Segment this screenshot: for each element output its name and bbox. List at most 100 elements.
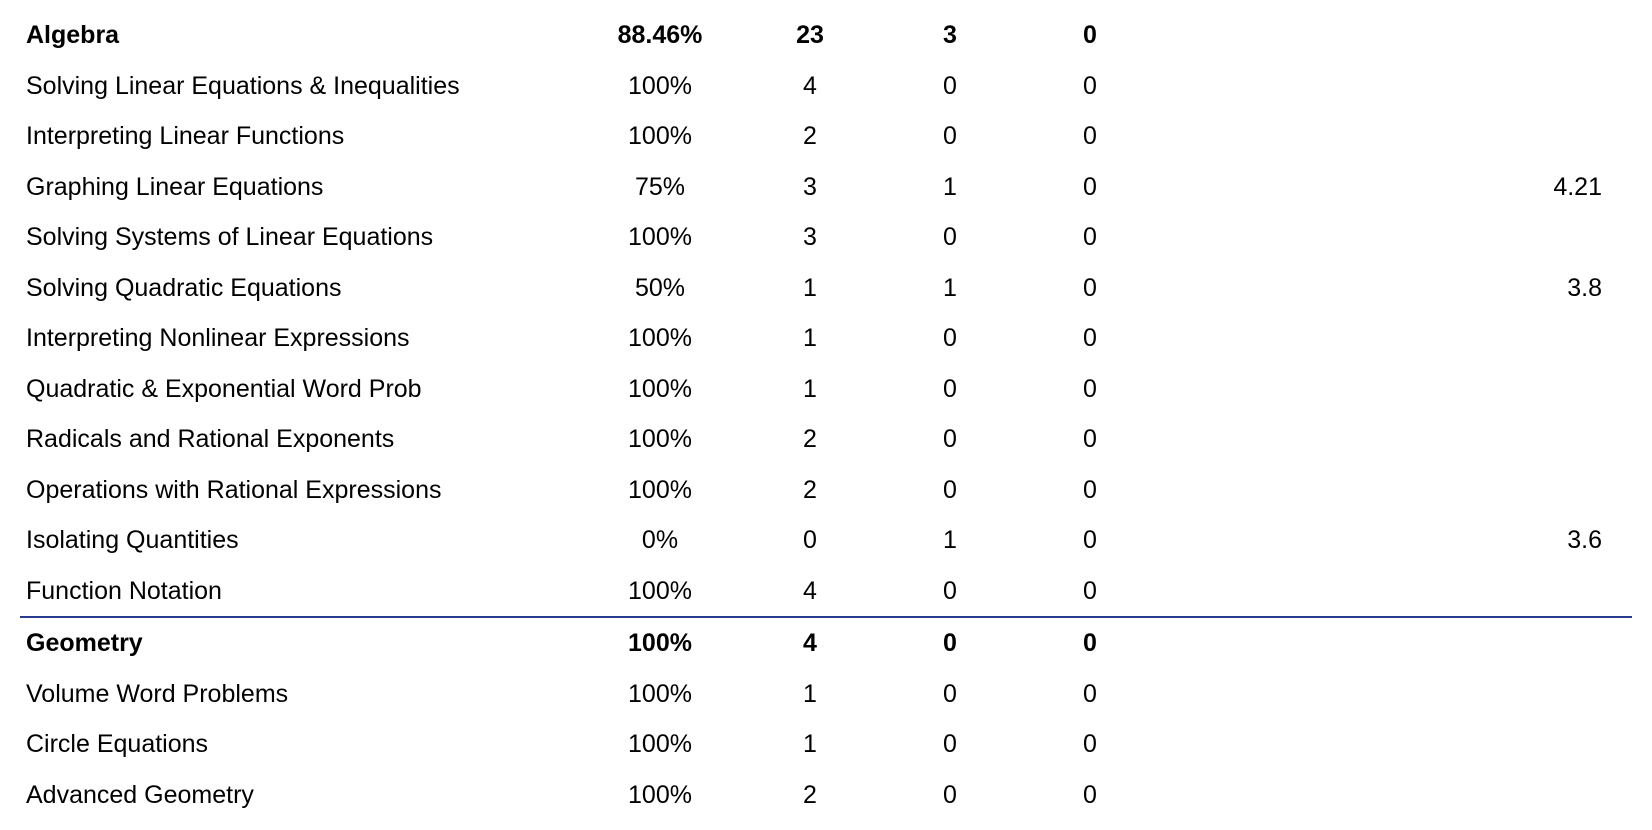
count-c: 0	[1020, 719, 1160, 770]
percent-value: 100%	[580, 669, 740, 720]
count-b: 1	[880, 515, 1020, 566]
count-a: 2	[740, 111, 880, 162]
table-row: Solving Linear Equations & Inequalities1…	[20, 61, 1632, 112]
extra-value: 3.8	[1160, 263, 1632, 314]
percent-value: 50%	[580, 263, 740, 314]
count-c: 0	[1020, 212, 1160, 263]
count-a: 1	[740, 364, 880, 415]
topic-name: Interpreting Linear Functions	[20, 111, 580, 162]
topic-name: Solving Quadratic Equations	[20, 263, 580, 314]
extra-value	[1160, 212, 1632, 263]
percent-value: 75%	[580, 162, 740, 213]
table-row: Graphing Linear Equations75%3104.21	[20, 162, 1632, 213]
count-a: 1	[740, 719, 880, 770]
table-row: Interpreting Linear Functions100%200	[20, 111, 1632, 162]
table-row: Solving Quadratic Equations50%1103.8	[20, 263, 1632, 314]
count-b: 1	[880, 162, 1020, 213]
count-a: 2	[740, 770, 880, 821]
extra-value	[1160, 414, 1632, 465]
topic-name: Quadratic & Exponential Word Prob	[20, 364, 580, 415]
count-b: 0	[880, 364, 1020, 415]
count-a: 3	[740, 212, 880, 263]
count-a: 1	[740, 313, 880, 364]
count-c: 0	[1020, 770, 1160, 821]
count-c: 0	[1020, 263, 1160, 314]
topic-name: Algebra	[20, 10, 580, 61]
count-b: 0	[880, 719, 1020, 770]
percent-value: 88.46%	[580, 10, 740, 61]
count-a: 4	[740, 61, 880, 112]
count-c: 0	[1020, 313, 1160, 364]
topic-name: Advanced Geometry	[20, 770, 580, 821]
table-row: Radicals and Rational Exponents100%200	[20, 414, 1632, 465]
count-c: 0	[1020, 515, 1160, 566]
extra-value: 4.21	[1160, 162, 1632, 213]
count-c: 0	[1020, 465, 1160, 516]
count-c: 0	[1020, 364, 1160, 415]
count-b: 0	[880, 313, 1020, 364]
percent-value: 100%	[580, 566, 740, 618]
topic-name: Volume Word Problems	[20, 669, 580, 720]
count-b: 0	[880, 414, 1020, 465]
topic-name: Graphing Linear Equations	[20, 162, 580, 213]
count-b: 0	[880, 111, 1020, 162]
table-row: Interpreting Nonlinear Expressions100%10…	[20, 313, 1632, 364]
table-row: Operations with Rational Expressions100%…	[20, 465, 1632, 516]
topic-name: Radicals and Rational Exponents	[20, 414, 580, 465]
count-c: 0	[1020, 111, 1160, 162]
percent-value: 100%	[580, 719, 740, 770]
table-row: Circle Equations100%100	[20, 719, 1632, 770]
extra-value	[1160, 313, 1632, 364]
extra-value	[1160, 618, 1632, 669]
count-a: 4	[740, 566, 880, 618]
extra-value	[1160, 566, 1632, 618]
count-a: 2	[740, 414, 880, 465]
count-b: 0	[880, 618, 1020, 669]
percent-value: 0%	[580, 515, 740, 566]
extra-value	[1160, 61, 1632, 112]
extra-value	[1160, 10, 1632, 61]
count-a: 4	[740, 618, 880, 669]
topic-name: Solving Linear Equations & Inequalities	[20, 61, 580, 112]
count-a: 3	[740, 162, 880, 213]
count-a: 0	[740, 515, 880, 566]
count-a: 1	[740, 669, 880, 720]
percent-value: 100%	[580, 212, 740, 263]
table-row: Quadratic & Exponential Word Prob100%100	[20, 364, 1632, 415]
count-c: 0	[1020, 414, 1160, 465]
extra-value	[1160, 465, 1632, 516]
count-c: 0	[1020, 61, 1160, 112]
topic-name: Function Notation	[20, 566, 580, 618]
score-table: Algebra88.46%2330Solving Linear Equation…	[20, 10, 1632, 820]
topic-name: Operations with Rational Expressions	[20, 465, 580, 516]
count-c: 0	[1020, 669, 1160, 720]
count-b: 0	[880, 669, 1020, 720]
extra-value	[1160, 719, 1632, 770]
count-b: 0	[880, 61, 1020, 112]
table-row: Isolating Quantities0%0103.6	[20, 515, 1632, 566]
count-c: 0	[1020, 10, 1160, 61]
percent-value: 100%	[580, 111, 740, 162]
topic-name: Interpreting Nonlinear Expressions	[20, 313, 580, 364]
percent-value: 100%	[580, 770, 740, 821]
count-a: 23	[740, 10, 880, 61]
count-b: 0	[880, 465, 1020, 516]
percent-value: 100%	[580, 618, 740, 669]
percent-value: 100%	[580, 61, 740, 112]
topic-name: Circle Equations	[20, 719, 580, 770]
percent-value: 100%	[580, 414, 740, 465]
percent-value: 100%	[580, 313, 740, 364]
percent-value: 100%	[580, 465, 740, 516]
table-row: Solving Systems of Linear Equations100%3…	[20, 212, 1632, 263]
extra-value	[1160, 770, 1632, 821]
extra-value	[1160, 364, 1632, 415]
count-a: 1	[740, 263, 880, 314]
table-row: Advanced Geometry100%200	[20, 770, 1632, 821]
count-a: 2	[740, 465, 880, 516]
extra-value: 3.6	[1160, 515, 1632, 566]
count-b: 0	[880, 566, 1020, 618]
count-c: 0	[1020, 162, 1160, 213]
count-c: 0	[1020, 566, 1160, 618]
count-b: 1	[880, 263, 1020, 314]
count-b: 3	[880, 10, 1020, 61]
